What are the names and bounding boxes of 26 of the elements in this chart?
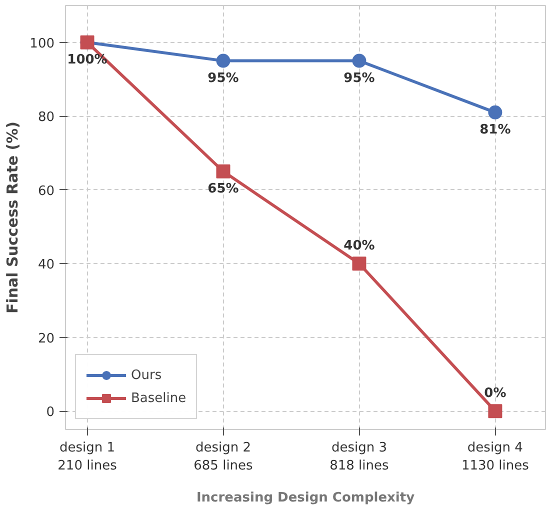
x-axis-title: Increasing Design Complexity — [196, 490, 416, 506]
y-tick-label: 40 — [38, 258, 55, 273]
y-tick-label: 0 — [46, 405, 55, 420]
legend-label: Ours — [131, 368, 162, 382]
y-axis-title: Final Success Rate (%) — [4, 121, 22, 314]
data-label: 95% — [208, 70, 239, 86]
legend-label: Baseline — [131, 390, 186, 406]
point — [216, 164, 230, 178]
point — [352, 54, 366, 68]
point — [488, 404, 502, 418]
point — [216, 54, 230, 68]
x-tick-label: design 1 210 lines — [58, 440, 118, 474]
y-tick-label: 20 — [38, 331, 55, 346]
point — [488, 105, 502, 120]
data-label: 81% — [480, 122, 511, 138]
y-tick-label: 100 — [30, 36, 55, 52]
data-label: 0% — [484, 386, 506, 402]
data-label: 65% — [208, 181, 239, 196]
point — [352, 256, 366, 271]
x-tick-label: design 4 1130 lines — [461, 440, 530, 474]
data-label: 95% — [344, 70, 375, 86]
y-tick-label: 60 — [38, 184, 55, 199]
y-tick-label: 80 — [38, 110, 55, 126]
x-tick-label: design 2 685 lines — [194, 440, 254, 474]
x-tick-label: design 3 818 lines — [330, 440, 390, 474]
data-label: 40% — [344, 238, 375, 254]
